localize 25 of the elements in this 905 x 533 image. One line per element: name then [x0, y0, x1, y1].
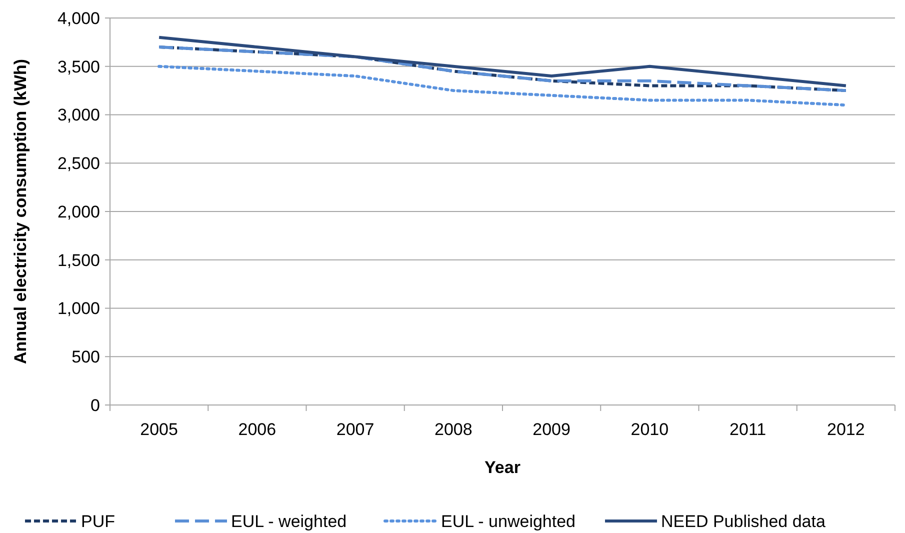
y-tick-label: 500 — [72, 348, 100, 367]
line-series — [158, 64, 848, 107]
x-axis-title: Year — [484, 458, 521, 477]
x-tick-label: 2005 — [140, 420, 178, 439]
y-tick-label: 3,500 — [57, 57, 100, 76]
x-tick-label: 2010 — [630, 420, 669, 439]
legend-label: NEED Published data — [661, 512, 826, 531]
line-series — [158, 36, 848, 88]
y-tick-label: 1,000 — [57, 299, 100, 318]
y-axis-title: Annual electricity consumption (kWh) — [11, 58, 30, 364]
y-tick-label: 3,000 — [57, 106, 100, 125]
y-tick-label: 2,000 — [57, 202, 100, 222]
x-tick-label: 2011 — [730, 420, 766, 439]
y-tick-label: 1,500 — [57, 250, 100, 270]
x-tick-label: 2008 — [434, 420, 472, 439]
x-tick-label: 2012 — [827, 420, 865, 439]
y-tick-label: 2,500 — [57, 154, 100, 174]
x-tick-label: 2007 — [336, 420, 374, 439]
x-tick-label: 2006 — [238, 420, 276, 439]
x-tick-label: 2009 — [532, 420, 570, 439]
y-tick-label: 0 — [90, 396, 100, 415]
legend-label: PUF — [81, 512, 115, 531]
legend-label: EUL - weighted — [231, 512, 347, 531]
y-tick-label: 4,000 — [57, 8, 100, 28]
legend-label: EUL - unweighted — [441, 512, 576, 531]
